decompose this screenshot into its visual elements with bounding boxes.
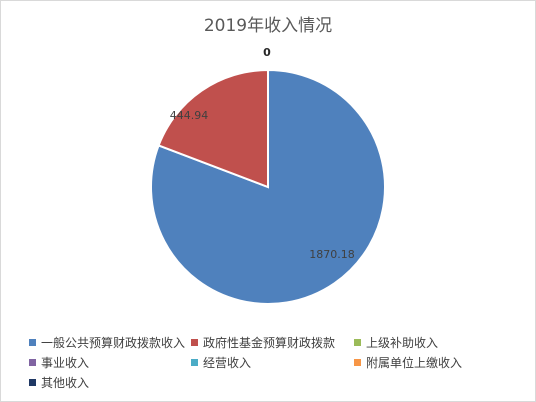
legend-swatch-3 xyxy=(354,339,361,346)
legend-label-1: 一般公共预算财政拨款收入 xyxy=(41,336,186,350)
legend-swatch-6 xyxy=(354,359,361,366)
legend-item-7: 其他收入 xyxy=(29,374,89,392)
legend-swatch-2 xyxy=(191,339,198,346)
legend-item-3: 上级补助收入 xyxy=(354,334,438,352)
legend-label-5: 经营收入 xyxy=(203,356,252,370)
legend-item-5: 经营收入 xyxy=(191,354,251,372)
legend-item-6: 附属单位上缴收入 xyxy=(354,354,462,372)
pie-slice-2 xyxy=(157,68,269,189)
legend-swatch-1 xyxy=(29,339,36,346)
legend-item-2: 政府性基金预算财政拨款 xyxy=(191,334,335,352)
legend-label-6: 附属单位上缴收入 xyxy=(366,356,463,370)
legend-swatch-7 xyxy=(29,379,36,386)
data-label-1: 1870.18 xyxy=(309,248,355,261)
legend-label-3: 上级补助收入 xyxy=(366,336,439,350)
legend-swatch-5 xyxy=(191,359,198,366)
legend-item-4: 事业收入 xyxy=(29,354,89,372)
legend-label-4: 事业收入 xyxy=(41,356,90,370)
chart-title: 2019年收入情况 xyxy=(203,16,333,36)
data-label-2: 444.94 xyxy=(170,109,209,122)
legend-label-7: 其他收入 xyxy=(41,376,90,390)
legend-label-2: 政府性基金预算财政拨款 xyxy=(203,336,336,350)
data-label-3: 0 xyxy=(263,46,271,59)
legend-swatch-4 xyxy=(29,359,36,366)
legend-item-1: 一般公共预算财政拨款收入 xyxy=(29,334,185,352)
